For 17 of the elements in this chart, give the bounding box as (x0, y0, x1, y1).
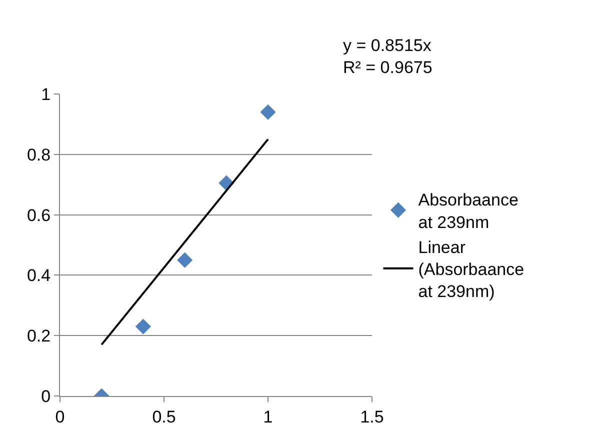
y-tick-label: 0 (41, 386, 51, 406)
x-tick-label: 0.5 (152, 407, 176, 426)
y-tick-label: 0.4 (26, 266, 51, 286)
point (177, 252, 193, 268)
x-tick-label: 1.5 (360, 407, 384, 426)
y-tick-label: 0.8 (26, 145, 51, 164)
text: R² = 0.9675 (343, 58, 432, 78)
x-tick-label: 0 (55, 407, 65, 426)
x-tick-label: 1 (263, 407, 273, 426)
legend-label: Linear (Absorbaance at 239nm) (418, 238, 524, 302)
text: y = 0.8515x (343, 36, 432, 55)
point (135, 318, 151, 334)
legend-label: Absorbaance at 239nm (418, 190, 518, 232)
point (260, 104, 276, 120)
y-tick-label: 1 (41, 84, 51, 104)
y-tick-label: 0.2 (26, 326, 51, 346)
y-tick-label: 0.6 (26, 206, 51, 225)
